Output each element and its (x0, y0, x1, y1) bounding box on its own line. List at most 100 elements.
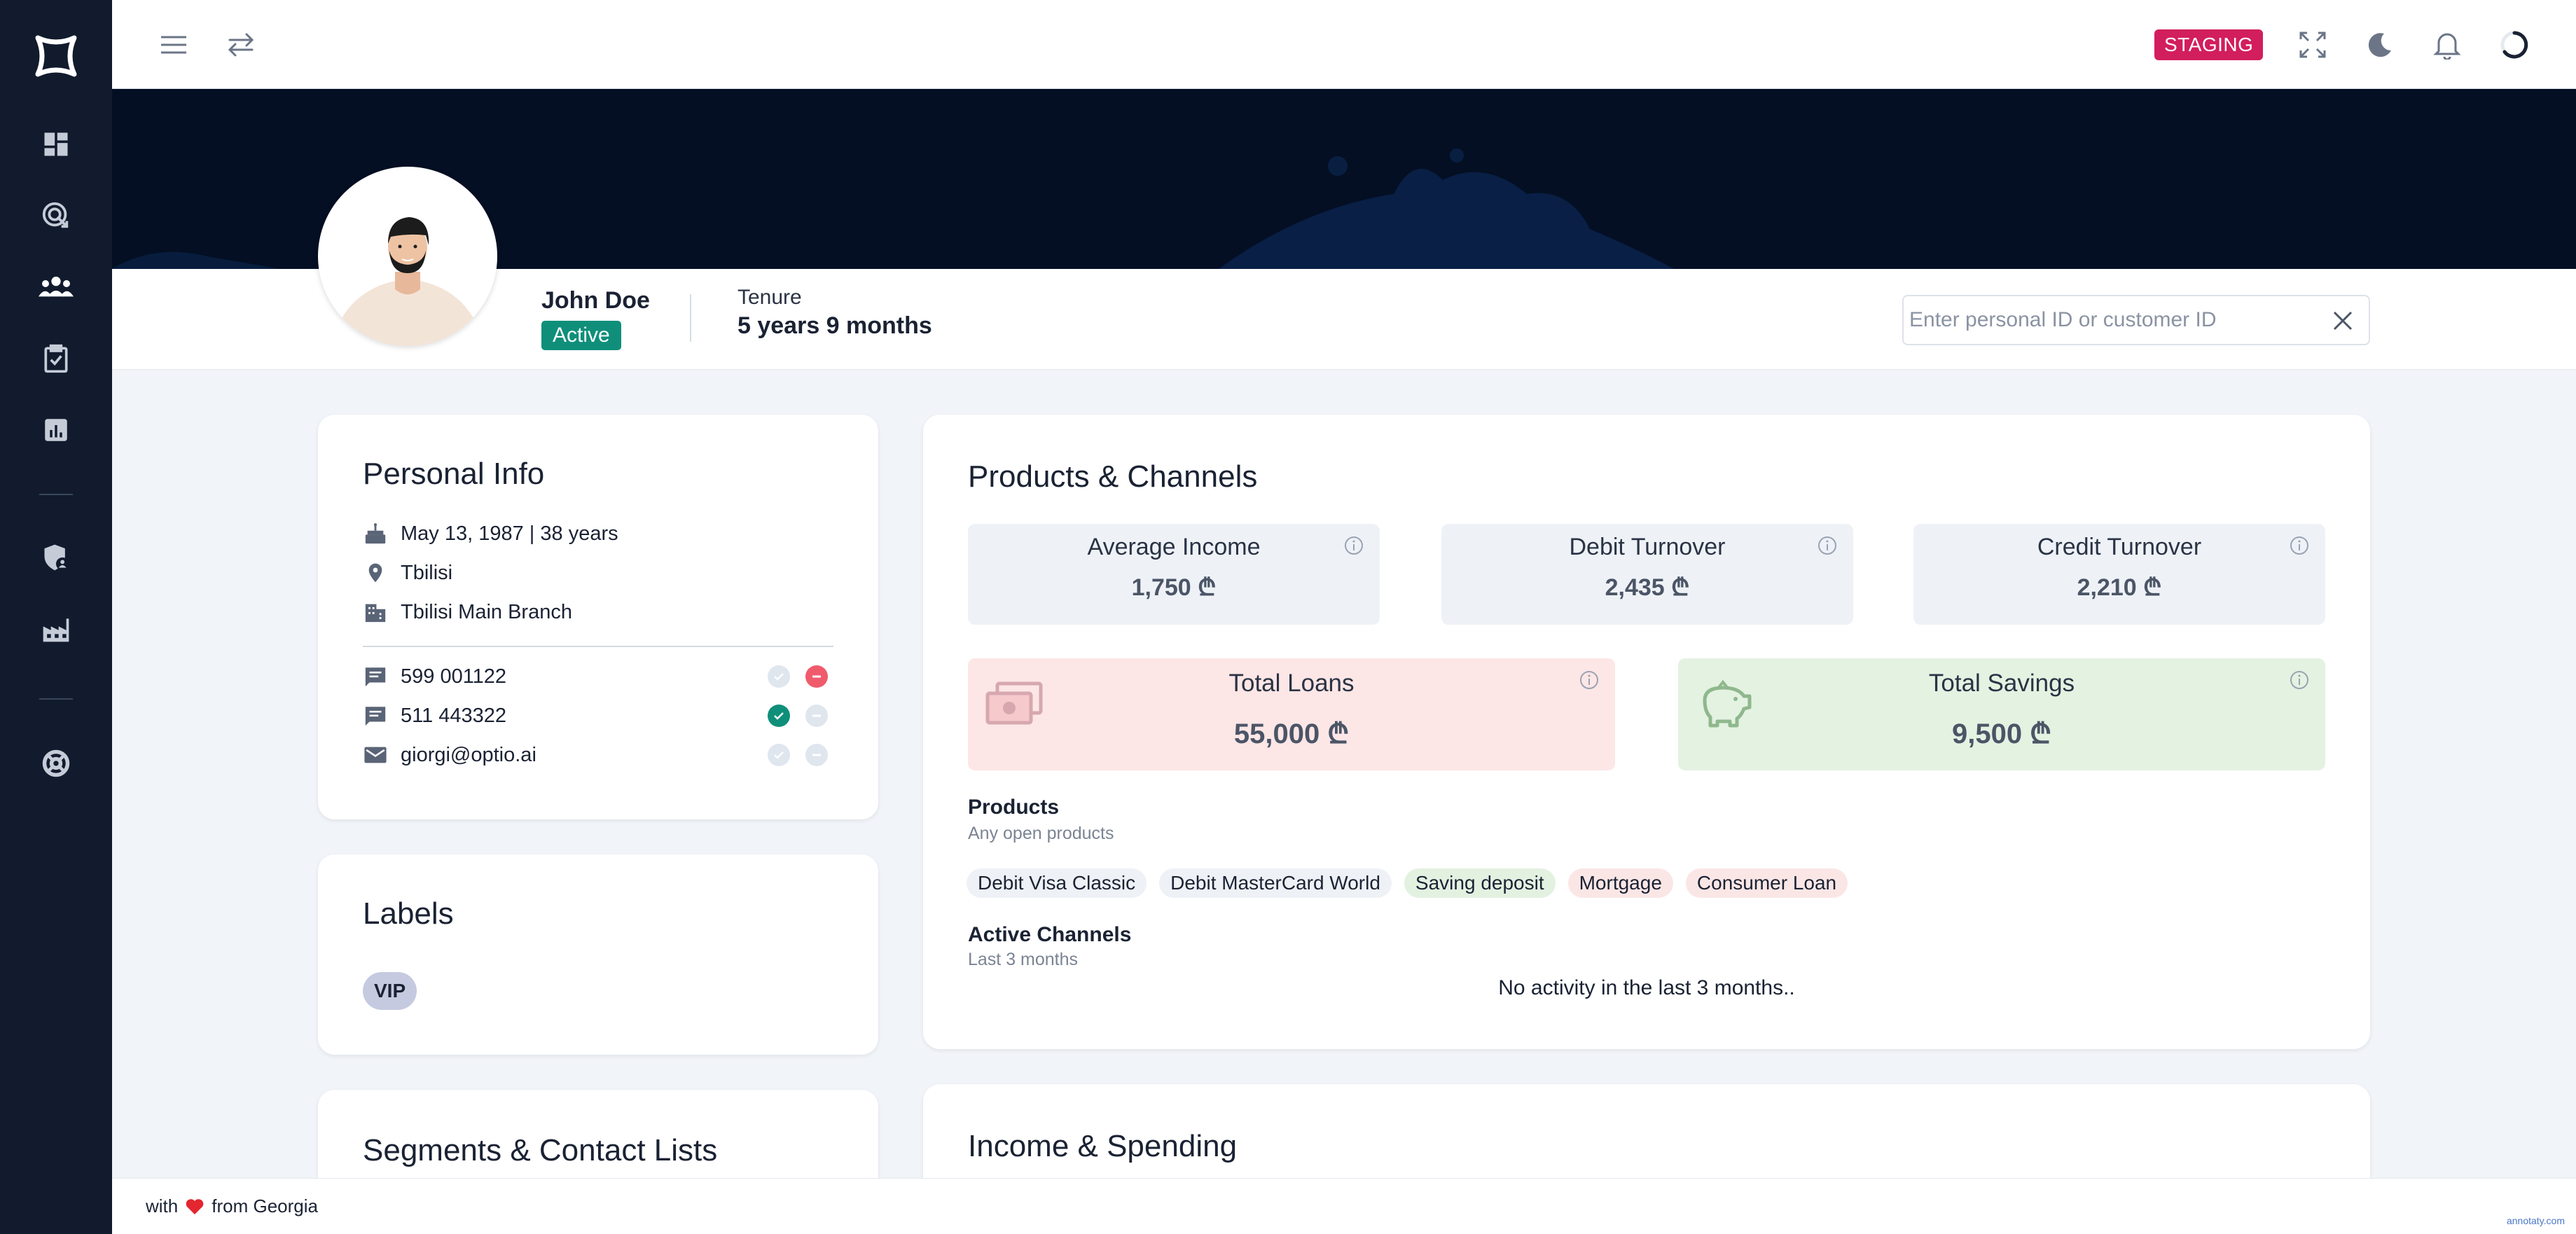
search-input[interactable] (1909, 302, 2308, 338)
contact-row: 599 001122 (363, 661, 506, 692)
sidebar-divider (39, 698, 73, 700)
phone-number: 599 001122 (401, 665, 507, 688)
customer-name: John Doe (541, 287, 650, 314)
bell-icon[interactable] (2426, 24, 2468, 66)
info-icon[interactable] (1343, 535, 1364, 556)
blocked-icon (805, 665, 828, 688)
products-heading: Products (968, 796, 1060, 819)
debit-turnover-metric: Debit Turnover 2,435 ₾ (1441, 524, 1853, 625)
lifebuoy-icon[interactable] (35, 742, 77, 784)
status-badge: Active (541, 321, 621, 350)
money-icon (985, 681, 1043, 725)
info-icon[interactable] (1579, 670, 1600, 691)
product-chip[interactable]: Debit MasterCard World (1159, 868, 1392, 898)
divider (690, 294, 691, 342)
footer-prefix: with (146, 1195, 179, 1216)
fullscreen-icon[interactable] (2292, 24, 2334, 66)
minus-icon (805, 705, 828, 727)
branch: Tbilisi Main Branch (401, 600, 572, 623)
top-bar: STAGING (112, 0, 2576, 89)
city: Tbilisi (401, 561, 453, 584)
card-title: Personal Info (363, 457, 545, 491)
total-savings-metric: Total Savings 9,500 ₾ (1678, 658, 2325, 770)
watermark: annotaty.com (2506, 1215, 2565, 1226)
contact-row: 511 443322 (363, 700, 506, 731)
card-title: Segments & Contact Lists (363, 1133, 718, 1167)
personal-info-card: Personal Info May 13, 1987 | 38 years Tb… (318, 415, 878, 819)
email: giorgi@optio.ai (401, 743, 536, 766)
moon-icon[interactable] (2359, 24, 2401, 66)
avatar (318, 167, 497, 346)
verified-icon (768, 705, 790, 727)
metric-value: 2,210 ₾ (2077, 574, 2162, 601)
menu-icon[interactable] (153, 24, 195, 66)
factory-icon[interactable] (35, 608, 77, 650)
target-icon[interactable] (35, 195, 77, 237)
label-chip[interactable]: VIP (363, 972, 417, 1010)
cake-icon (363, 521, 388, 546)
metric-value: 9,500 ₾ (1951, 719, 2052, 749)
swap-icon[interactable] (220, 24, 262, 66)
customer-search (1902, 295, 2370, 345)
sidebar-divider (39, 494, 73, 495)
metric-value: 55,000 ₾ (1233, 719, 1350, 749)
check-icon (768, 665, 790, 688)
sidebar (0, 0, 112, 1234)
phone-number: 511 443322 (401, 704, 507, 727)
metric-label: Total Loans (1228, 670, 1355, 697)
staging-badge: STAGING (2154, 29, 2264, 60)
card-title: Labels (363, 896, 454, 931)
products-subheading: Any open products (968, 824, 1114, 843)
birth-row: May 13, 1987 | 38 years (363, 518, 618, 549)
labels-card: Labels (318, 854, 878, 1055)
check-icon (768, 744, 790, 766)
metric-label: Average Income (1087, 534, 1261, 560)
metric-value: 2,435 ₾ (1605, 574, 1690, 601)
building-icon (363, 599, 388, 625)
branch-row: Tbilisi Main Branch (363, 597, 572, 628)
metric-label: Credit Turnover (2037, 534, 2202, 560)
channels-subheading: Last 3 months (968, 950, 1079, 969)
info-icon[interactable] (2289, 670, 2310, 691)
info-icon[interactable] (2289, 535, 2310, 556)
piggy-bank-icon (1703, 679, 1752, 728)
product-chip[interactable]: Mortgage (1567, 868, 1673, 898)
card-title: Income & Spending (968, 1129, 1238, 1163)
logo-icon[interactable] (28, 28, 84, 84)
heart-icon (186, 1198, 204, 1214)
message-icon (363, 703, 388, 728)
footer: with from Georgia annotaty.com (112, 1178, 2576, 1234)
clipboard-check-icon[interactable] (35, 338, 77, 380)
dashboard-icon[interactable] (35, 123, 77, 165)
location-pin-icon (363, 560, 388, 585)
message-icon (363, 664, 388, 689)
product-chip[interactable]: Consumer Loan (1685, 868, 1848, 898)
tenure-label: Tenure (738, 286, 802, 309)
total-loans-metric: Total Loans 55,000 ₾ (968, 658, 1615, 770)
credit-turnover-metric: Credit Turnover 2,210 ₾ (1913, 524, 2325, 625)
tenure-value: 5 years 9 months (738, 312, 932, 339)
average-income-metric: Average Income 1,750 ₾ (968, 524, 1380, 625)
info-icon[interactable] (1817, 535, 1838, 556)
contact-row: giorgi@optio.ai (363, 740, 536, 770)
loader-icon (2493, 24, 2535, 66)
product-chip[interactable]: Saving deposit (1404, 868, 1556, 898)
profile-banner (112, 89, 2576, 269)
product-chip[interactable]: Debit Visa Classic (967, 868, 1147, 898)
metric-label: Debit Turnover (1569, 534, 1726, 560)
mail-icon (363, 742, 388, 768)
products-channels-card: Products & Channels Average Income 1,750… (923, 415, 2370, 1049)
city-row: Tbilisi (363, 557, 452, 588)
card-title: Products & Channels (968, 459, 1258, 494)
shield-user-icon[interactable] (35, 536, 77, 578)
minus-icon (805, 744, 828, 766)
birth-date: May 13, 1987 | 38 years (401, 522, 618, 545)
bar-chart-icon[interactable] (35, 409, 77, 451)
metric-label: Total Savings (1928, 670, 2075, 697)
channels-heading: Active Channels (968, 923, 1132, 946)
metric-value: 1,750 ₾ (1131, 574, 1217, 601)
footer-suffix: from Georgia (212, 1195, 318, 1216)
users-icon[interactable] (35, 266, 77, 308)
close-icon[interactable] (2329, 307, 2356, 334)
product-chips: Debit Visa Classic Debit MasterCard Worl… (967, 868, 1848, 898)
